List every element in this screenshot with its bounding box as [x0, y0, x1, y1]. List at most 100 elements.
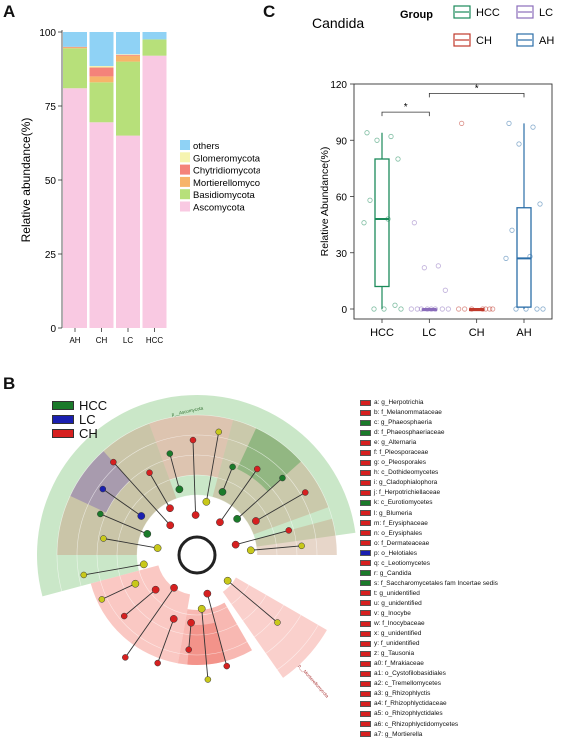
- taxa-legend-label: v: g_Inocybe: [374, 609, 411, 617]
- box-plot-chart: Candida Group HCC LC CH AH 0 30 60 90 120 Relative …: [312, 5, 554, 339]
- taxa-legend-item: v: g_Inocybe: [360, 609, 560, 618]
- tree-branch: [188, 622, 192, 650]
- taxa-legend-label: l: g_Blumeria: [374, 509, 412, 517]
- y-tick-label: 0: [341, 305, 347, 316]
- legend-swatch-mortierellomycota: [180, 176, 190, 187]
- clade-sector-tremellomycetes: [90, 565, 191, 664]
- tree-branch: [113, 461, 171, 526]
- tree-node: [122, 654, 129, 661]
- taxa-legend-item: a: g_Herpotrichia: [360, 398, 560, 407]
- data-point-lc: [439, 306, 445, 312]
- ring-line: [76, 434, 318, 676]
- bar-ascomycota-hcc: [142, 55, 167, 329]
- data-point-ch: [456, 306, 462, 312]
- taxa-legend-item: a6: c_Rhizophlyctidomycetes: [360, 720, 560, 729]
- bar-ascomycota-ah: [63, 88, 87, 329]
- data-point-ch: [469, 306, 475, 312]
- taxa-legend-item: u: g_unidentified: [360, 599, 560, 608]
- taxa-legend-label: s: f_Saccharomycetales fam Incertae sedi…: [374, 579, 498, 587]
- tree-branch: [222, 466, 234, 493]
- bar-others-hcc: [142, 32, 167, 40]
- tree-branch: [206, 593, 228, 667]
- x-tick-label-lc: LC: [123, 336, 133, 345]
- data-point-ah: [503, 255, 509, 261]
- data-point-hcc: [398, 306, 404, 312]
- tree-node: [223, 576, 232, 585]
- cladogram-group-legend: HCC LC CH: [52, 398, 107, 441]
- bar-mortierellomycota-ch: [89, 76, 114, 83]
- legend-swatch-others: [180, 140, 190, 150]
- tree-node: [80, 571, 87, 579]
- taxa-legend-label: k: c_Eurotiomycetes: [374, 499, 433, 507]
- taxa-legend-swatch: [360, 610, 371, 617]
- group-legend-swatch: [52, 414, 74, 424]
- taxa-legend-swatch: [360, 469, 371, 476]
- taxa-legend-item: b: f_Melanommataceae: [360, 408, 560, 417]
- legend-label-chytridiomycota: Chytridiomycota: [193, 166, 260, 177]
- taxa-legend-label: a3: g_Rhizophlyctis: [374, 690, 431, 698]
- ring-line: [96, 454, 298, 656]
- taxa-legend-swatch: [360, 670, 371, 677]
- taxa-legend-swatch: [360, 580, 371, 587]
- data-point-ch: [487, 306, 493, 312]
- taxa-legend-item: a7: g_Mortierella: [360, 730, 560, 739]
- tree-branch: [101, 583, 136, 600]
- tree-branch: [169, 453, 180, 490]
- data-point-hcc: [367, 197, 373, 203]
- y-tick-label: 0: [50, 324, 56, 335]
- group-legend-swatch: [52, 400, 74, 410]
- legend-label-others: others: [193, 141, 220, 152]
- tree-branch: [149, 472, 171, 509]
- tree-branch: [102, 488, 142, 517]
- y-tick-label: 75: [45, 102, 57, 113]
- y-tick-label: 50: [45, 176, 57, 187]
- taxa-legend-swatch: [360, 710, 371, 717]
- tree-branch: [83, 563, 144, 576]
- taxa-legend-swatch: [360, 409, 371, 416]
- data-point-lc: [418, 306, 424, 312]
- bar-mortierellomycota-lc: [116, 55, 140, 62]
- legend-label-basidiomycota: Basidiomycota: [193, 190, 255, 201]
- tree-node: [146, 469, 153, 476]
- taxa-legend-swatch: [360, 540, 371, 547]
- tree-node: [166, 450, 174, 457]
- panel-letter-b: B: [3, 374, 16, 393]
- group-legend-label: CH: [79, 425, 98, 441]
- data-point-ah: [523, 306, 529, 312]
- taxa-legend-swatch: [360, 520, 371, 527]
- panel-letter-c: C: [263, 2, 276, 21]
- tree-branch: [235, 529, 289, 546]
- taxa-legend-item: s: f_Saccharomycetales fam Incertae sedi…: [360, 579, 560, 588]
- taxa-legend-swatch: [360, 640, 371, 647]
- ring-line: [116, 474, 278, 636]
- taxa-legend-item: w: f_Inocybaceae: [360, 619, 560, 628]
- bar-basidiomycota-hcc: [142, 39, 167, 56]
- taxa-legend-item: a5: o_Rhizophlyctidales: [360, 709, 560, 718]
- tree-node: [302, 489, 309, 496]
- x-tick-label-hcc: HCC: [146, 336, 164, 345]
- group-legend-swatch: [52, 428, 74, 438]
- taxa-legend-swatch: [360, 479, 371, 486]
- group-legend-label: LC: [79, 411, 96, 427]
- tree-node: [97, 510, 104, 518]
- plot-frame: [353, 83, 553, 320]
- taxa-legend-item: z: g_Tausonia: [360, 649, 560, 658]
- taxa-legend-label: i: g_Cladophialophora: [374, 479, 438, 487]
- legend-title: Group: [400, 9, 433, 21]
- data-point-lc: [424, 306, 430, 312]
- x-tick-label-ah: AH: [69, 336, 80, 345]
- data-point-hcc: [381, 306, 387, 312]
- legend-swatch-chytridiomycota: [180, 164, 190, 175]
- taxa-legend-item: a4: f_Rhizophlyctidaceae: [360, 699, 560, 708]
- taxa-legend-label: a: g_Herpotrichia: [374, 399, 424, 406]
- taxa-legend-item: p: o_Helotiales: [360, 549, 560, 558]
- tree-branch: [205, 431, 220, 502]
- y-tick-label: 120: [330, 80, 347, 91]
- data-point-ch: [462, 306, 468, 312]
- taxa-legend-item: x: g_unidentified: [360, 629, 560, 638]
- y-tick-label: 90: [336, 136, 348, 147]
- taxa-legend-label: m: f_Erysiphaceae: [374, 519, 428, 527]
- tree-node: [204, 676, 212, 683]
- bar-glomeromycota-lc: [116, 54, 140, 55]
- taxa-legend-item: d: f_Phaeosphaeriaceae: [360, 428, 560, 437]
